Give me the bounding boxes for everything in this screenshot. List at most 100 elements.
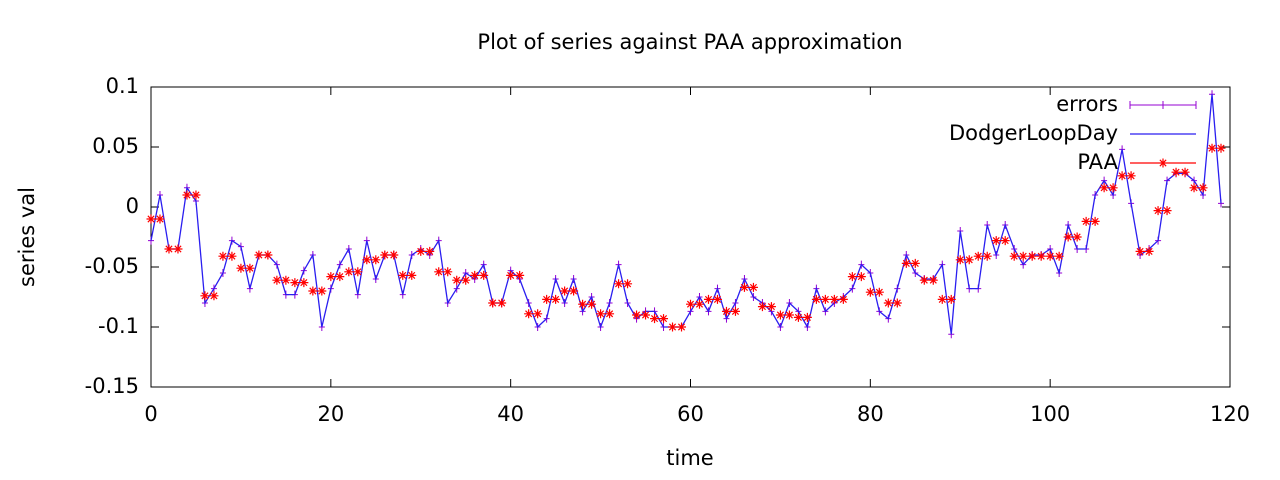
paa-point bbox=[209, 291, 219, 301]
paa-point bbox=[1018, 251, 1028, 261]
paa-point bbox=[425, 246, 435, 256]
paa-point bbox=[1090, 216, 1100, 226]
paa-point bbox=[748, 282, 758, 292]
paa-point bbox=[730, 306, 740, 316]
paa-point bbox=[389, 250, 399, 260]
paa-point bbox=[308, 286, 318, 296]
paa-point bbox=[299, 278, 309, 288]
paa-point bbox=[551, 294, 561, 304]
paa-point bbox=[838, 294, 848, 304]
paa-point bbox=[1126, 171, 1136, 181]
paa-point bbox=[1198, 183, 1208, 193]
x-tick-label: 40 bbox=[497, 402, 524, 426]
paa-point bbox=[155, 214, 165, 224]
paa-point bbox=[677, 322, 687, 332]
paa-point bbox=[605, 309, 615, 319]
paa-point bbox=[272, 275, 282, 285]
paa-point bbox=[1171, 167, 1181, 177]
paa-point bbox=[1162, 206, 1172, 216]
paa-point bbox=[641, 310, 651, 320]
paa-point bbox=[326, 272, 336, 282]
paa-point bbox=[820, 294, 830, 304]
legend-label: DodgerLoopDay bbox=[949, 121, 1118, 145]
paa-point bbox=[1216, 143, 1226, 153]
paa-point bbox=[1153, 206, 1163, 216]
paa-point bbox=[614, 279, 624, 289]
paa-point bbox=[964, 255, 974, 265]
paa-point bbox=[488, 298, 498, 308]
x-tick-label: 120 bbox=[1210, 402, 1250, 426]
paa-point bbox=[452, 275, 462, 285]
paa-point bbox=[829, 294, 839, 304]
paa-point bbox=[146, 214, 156, 224]
paa-point bbox=[533, 309, 543, 319]
legend-label: errors bbox=[1056, 92, 1118, 116]
paa-point bbox=[416, 246, 426, 256]
paa-point bbox=[443, 267, 453, 277]
paa-point bbox=[182, 190, 192, 200]
y-axis-label: series val bbox=[15, 187, 39, 287]
paa-point bbox=[811, 294, 821, 304]
paa-point bbox=[317, 286, 327, 296]
legend-label: PAA bbox=[1077, 150, 1118, 174]
paa-point bbox=[1072, 232, 1082, 242]
x-tick-label: 80 bbox=[857, 402, 884, 426]
y-tick-label: 0.05 bbox=[92, 134, 139, 158]
paa-point bbox=[1000, 236, 1010, 246]
paa-point bbox=[668, 322, 678, 332]
paa-point bbox=[1063, 232, 1073, 242]
paa-point bbox=[955, 255, 965, 265]
legend-swatch bbox=[1129, 101, 1197, 109]
paa-point bbox=[587, 299, 597, 309]
paa-point bbox=[506, 270, 516, 280]
paa-point bbox=[946, 294, 956, 304]
paa-point bbox=[712, 294, 722, 304]
paa-point bbox=[928, 275, 938, 285]
paa-point bbox=[407, 270, 417, 280]
paa-point bbox=[1108, 183, 1118, 193]
paa-point bbox=[542, 294, 552, 304]
paa-point bbox=[596, 309, 606, 319]
paa-point bbox=[245, 263, 255, 273]
paa-point bbox=[254, 250, 264, 260]
paa-point bbox=[227, 251, 237, 261]
paa-point bbox=[479, 270, 489, 280]
paa-point bbox=[173, 244, 183, 254]
paa-point bbox=[865, 287, 875, 297]
paa-point bbox=[1036, 251, 1046, 261]
paa-point bbox=[650, 314, 660, 324]
x-axis-label: time bbox=[666, 446, 713, 470]
paa-point bbox=[434, 267, 444, 277]
paa-point bbox=[497, 298, 507, 308]
y-tick-label: 0 bbox=[126, 194, 139, 218]
paa-point bbox=[739, 282, 749, 292]
paa-point bbox=[901, 258, 911, 268]
paa-point bbox=[775, 310, 785, 320]
paa-point bbox=[991, 236, 1001, 246]
paa-point bbox=[164, 244, 174, 254]
paa-point bbox=[802, 312, 812, 322]
legend-swatch bbox=[1130, 158, 1196, 168]
paa-point bbox=[560, 286, 570, 296]
paa-point bbox=[1180, 167, 1190, 177]
paa-point bbox=[1045, 251, 1055, 261]
x-tick-label: 20 bbox=[317, 402, 344, 426]
paa-point bbox=[200, 291, 210, 301]
y-tick-label: -0.15 bbox=[85, 374, 139, 398]
paa-point bbox=[973, 251, 983, 261]
legend: errors DodgerLoopDay PAA bbox=[949, 92, 1197, 174]
paa-point bbox=[1027, 251, 1037, 261]
paa-point bbox=[919, 275, 929, 285]
paa-point bbox=[569, 286, 579, 296]
paa-point bbox=[784, 310, 794, 320]
paa-point bbox=[937, 294, 947, 304]
x-tick-label: 100 bbox=[1030, 402, 1070, 426]
paa-point bbox=[524, 309, 534, 319]
paa-point bbox=[721, 306, 731, 316]
paa-point bbox=[362, 255, 372, 265]
y-tick-label: -0.05 bbox=[85, 254, 139, 278]
paa-point bbox=[659, 314, 669, 324]
paa-point bbox=[1099, 183, 1109, 193]
paa-point bbox=[1189, 183, 1199, 193]
